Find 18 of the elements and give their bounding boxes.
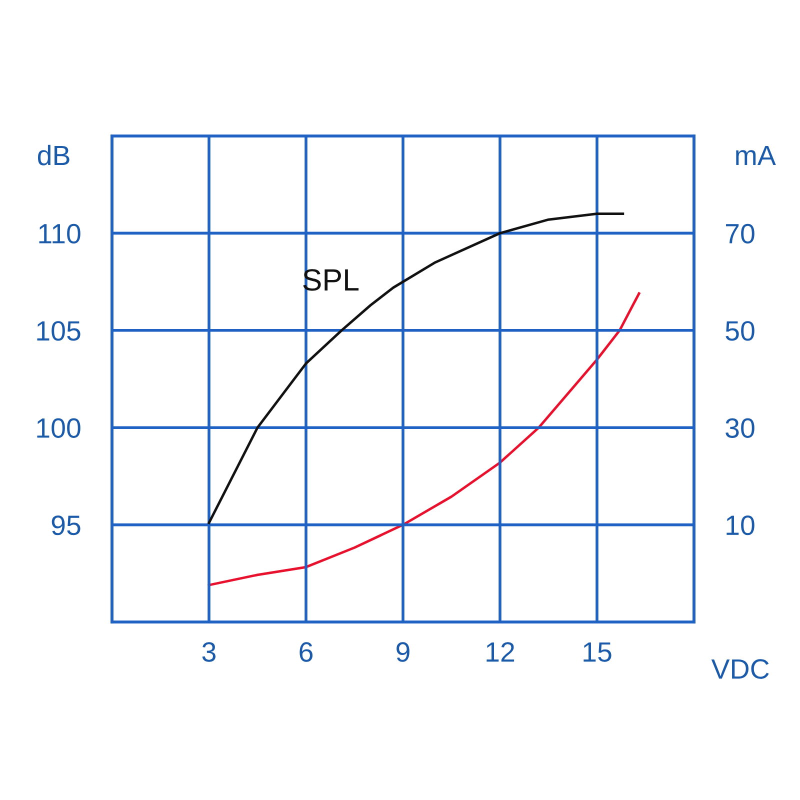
line-series — [208, 212, 624, 524]
x-tick-label: 15 — [584, 642, 612, 662]
y2-tick-label: 30 — [726, 418, 754, 438]
y-tick-label: 105 — [37, 321, 80, 341]
y2-tick-label: 50 — [726, 321, 754, 341]
y-tick-label: 100 — [37, 418, 80, 438]
x-tick-label: 6 — [300, 642, 313, 662]
x-tick-label: 9 — [396, 642, 410, 662]
y-axis-title: dB — [38, 144, 70, 166]
line-series — [208, 292, 640, 586]
y2-tick-label: 70 — [726, 224, 754, 244]
x-tick-label: 12 — [486, 642, 514, 662]
y2-tick-label: 10 — [726, 515, 754, 536]
y2-axis-title: mA — [736, 146, 776, 166]
y-tick-label: 110 — [39, 224, 80, 244]
x-axis-title: VDC — [711, 659, 769, 679]
y-tick-label: 95 — [52, 515, 80, 536]
x-tick-label: 3 — [202, 642, 216, 662]
